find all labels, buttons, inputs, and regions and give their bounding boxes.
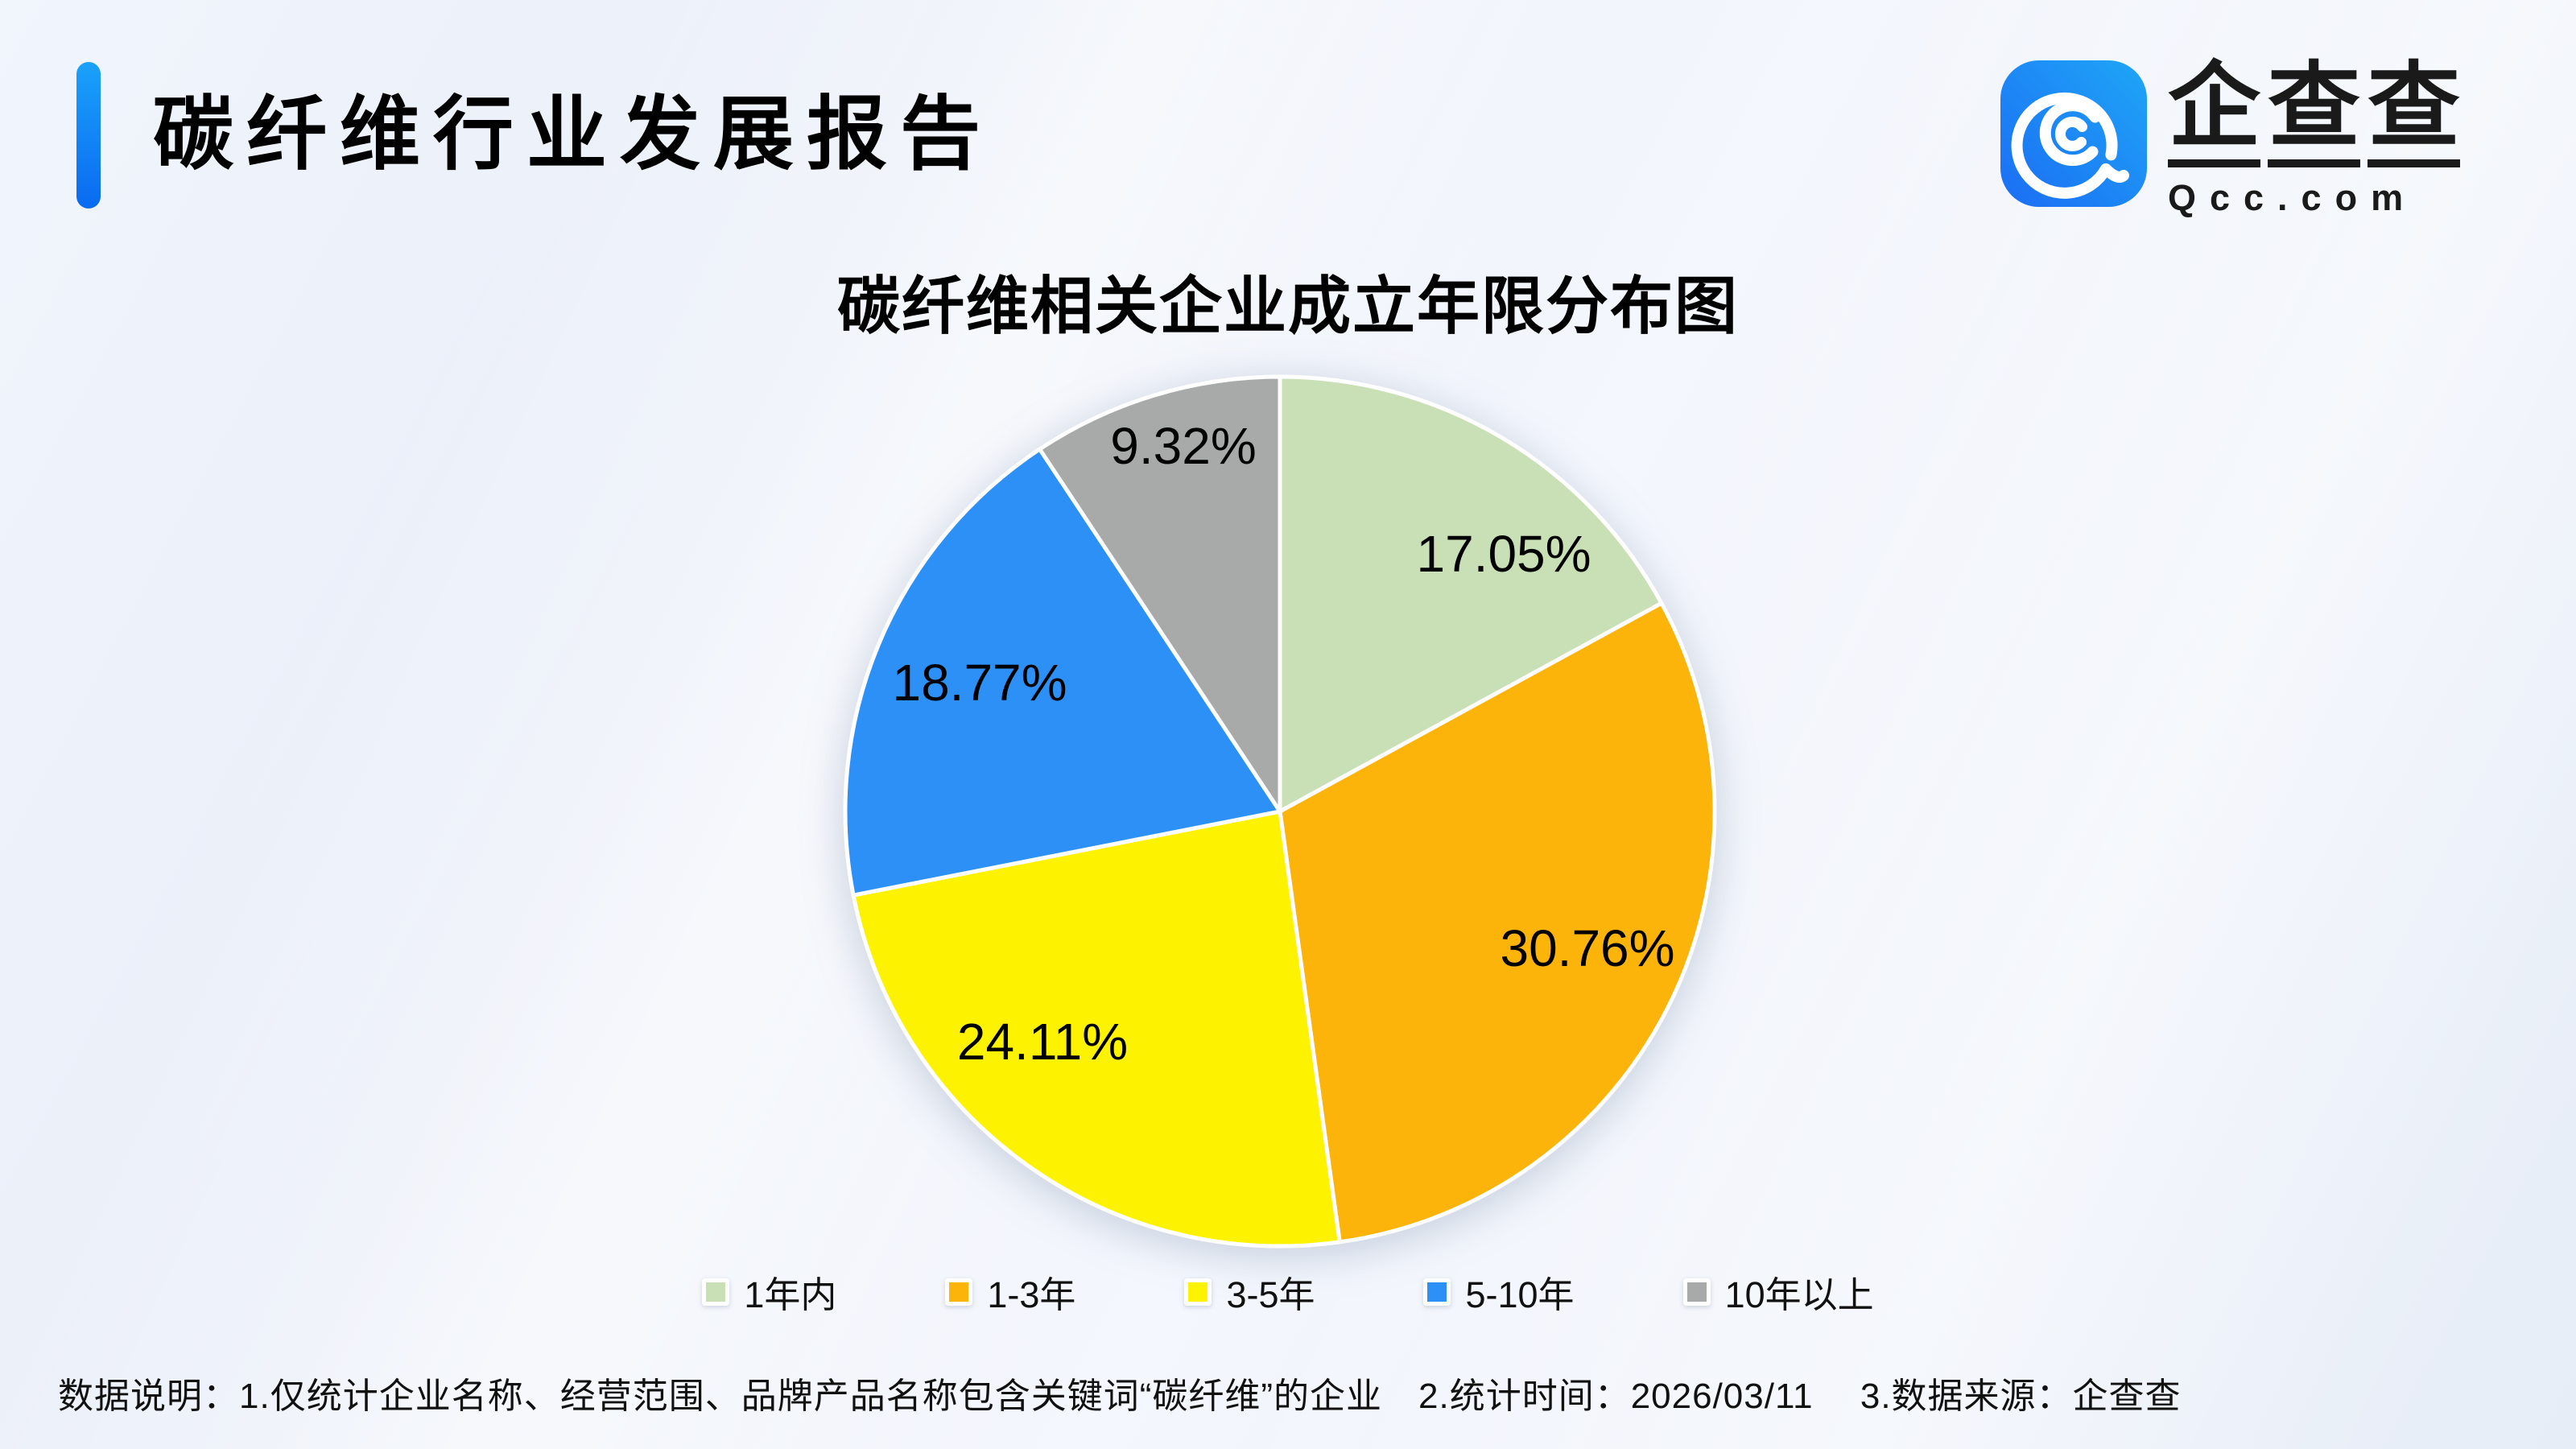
legend-item-5-10年[interactable]: 5-10年	[1423, 1265, 1575, 1318]
legend-item-3-5年[interactable]: 3-5年	[1184, 1265, 1315, 1318]
brand-char: 企	[2168, 60, 2261, 167]
legend-marker	[1423, 1278, 1451, 1306]
data-note: 数据说明：1.仅统计企业名称、经营范围、品牌产品名称包含关键词“碳纤维”的企业 …	[58, 1377, 2182, 1416]
legend-label: 3-5年	[1226, 1274, 1315, 1315]
brand-char: 查	[2268, 60, 2361, 167]
qcc-brand-name: 企 查 查	[2168, 60, 2461, 167]
legend-label: 1年内	[744, 1274, 837, 1315]
pie-chart-svg	[843, 374, 1717, 1249]
qcc-logo-icon	[2000, 60, 2147, 207]
legend-marker	[1184, 1278, 1212, 1306]
chart-legend: 1年内 1-3年 3-5年 5-10年 10年以上	[0, 1265, 2576, 1318]
legend-item-1年内[interactable]: 1年内	[702, 1265, 836, 1318]
legend-item-1-3年[interactable]: 1-3年	[945, 1265, 1075, 1318]
qcc-wordmark: 企 查 查 Qcc.com	[2168, 60, 2461, 219]
title-accent-bar	[76, 62, 101, 208]
qcc-domain-text: Qcc.com	[2168, 177, 2417, 218]
pie-slice-10年以上[interactable]	[1038, 374, 1282, 814]
legend-label: 5-10年	[1465, 1274, 1575, 1315]
pie-slice-1年内[interactable]	[1278, 374, 1664, 814]
pie-slice-3-5年[interactable]	[851, 809, 1342, 1249]
legend-marker	[945, 1278, 973, 1306]
pie-slice-1-3年[interactable]	[1278, 601, 1717, 1245]
report-title: 碳纤维行业发展报告	[153, 89, 993, 180]
legend-marker	[702, 1278, 730, 1306]
qcc-logo: 企 查 查 Qcc.com	[2000, 60, 2461, 219]
pie-slice-5-10年[interactable]	[843, 447, 1282, 898]
legend-item-10年以上[interactable]: 10年以上	[1682, 1265, 1874, 1318]
brand-char: 查	[2368, 60, 2461, 167]
pie-chart: 17.05% 30.76% 24.11% 18.77% 9.32%	[839, 370, 1721, 1253]
legend-label: 10年以上	[1724, 1274, 1874, 1315]
legend-marker	[1682, 1278, 1711, 1306]
chart-title: 碳纤维相关企业成立年限分布图	[836, 270, 1739, 341]
legend-label: 1-3年	[987, 1274, 1076, 1315]
